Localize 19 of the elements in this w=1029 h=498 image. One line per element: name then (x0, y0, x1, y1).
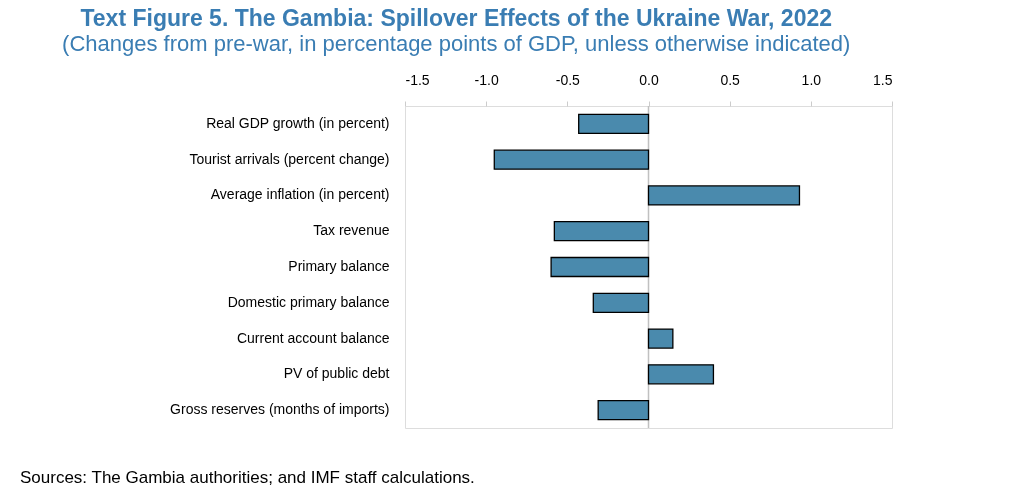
y-tick-label: Average inflation (in percent) (210, 186, 390, 203)
y-tick-label: Current account balance (236, 329, 390, 346)
x-tick-label: -1.0 (474, 71, 499, 88)
x-tick-label: -0.5 (555, 71, 581, 88)
x-tick-label: 1.0 (801, 71, 822, 88)
chart-title: Text Figure 5. The Gambia: Spillover Effects of the Ukraine War, 2022 (80, 5, 833, 31)
y-tick-label: PV of public debt (283, 365, 390, 382)
y-tick-label: Real GDP growth (in percent) (206, 114, 390, 131)
chart-subtitle: (Changes from pre-war, in percentage points of GDP, unless otherwise indicated) (62, 31, 851, 56)
x-tick-label: 1.5 (873, 71, 893, 88)
x-tick-label: 0.5 (720, 71, 741, 88)
y-tick-label: Gross reserves (months of imports) (170, 401, 390, 418)
y-tick-label: Tourist arrivals (percent change) (189, 150, 390, 167)
y-tick-label: Primary balance (288, 258, 390, 274)
y-tick-label: Tax revenue (313, 222, 390, 239)
x-tick-label: -1.5 (405, 71, 430, 88)
source-note: Sources: The Gambia authorities; and IMF staff calculations. (20, 468, 475, 487)
x-tick-label: 0.0 (639, 71, 659, 88)
y-tick-label: Domestic primary balance (227, 293, 390, 310)
